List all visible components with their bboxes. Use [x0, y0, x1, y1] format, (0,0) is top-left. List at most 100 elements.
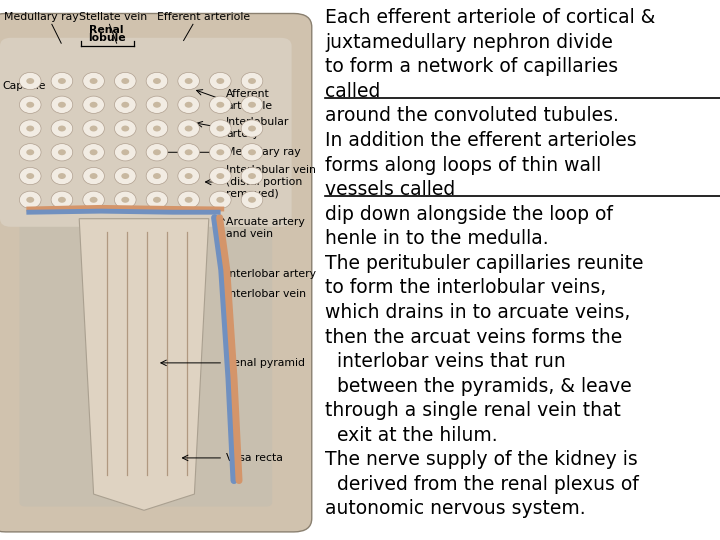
Text: to form the interlobular veins,: to form the interlobular veins,	[325, 279, 607, 298]
Text: autonomic nervous system.: autonomic nervous system.	[325, 500, 586, 518]
Ellipse shape	[241, 144, 263, 161]
Text: vessels called: vessels called	[325, 180, 462, 199]
Ellipse shape	[83, 72, 104, 90]
Ellipse shape	[51, 96, 73, 113]
Text: Renal pyramid: Renal pyramid	[226, 358, 305, 368]
Ellipse shape	[178, 96, 199, 113]
Ellipse shape	[27, 173, 35, 179]
Text: Interlobar vein: Interlobar vein	[226, 289, 306, 299]
Ellipse shape	[178, 72, 199, 90]
Ellipse shape	[58, 173, 66, 179]
FancyBboxPatch shape	[0, 14, 312, 532]
FancyBboxPatch shape	[0, 38, 292, 227]
Ellipse shape	[19, 72, 41, 90]
Ellipse shape	[122, 197, 130, 203]
Text: Renal: Renal	[89, 24, 124, 35]
Ellipse shape	[58, 125, 66, 131]
Ellipse shape	[210, 72, 231, 90]
Ellipse shape	[248, 102, 256, 108]
Text: dip down alongside the loop of: dip down alongside the loop of	[325, 205, 613, 224]
Text: The peritubuler capillaries reunite: The peritubuler capillaries reunite	[325, 254, 644, 273]
Text: to form a network of capillaries: to form a network of capillaries	[325, 57, 618, 76]
Ellipse shape	[153, 197, 161, 203]
Ellipse shape	[27, 149, 35, 156]
Ellipse shape	[27, 102, 35, 108]
Text: then the arcuat veins forms the: then the arcuat veins forms the	[325, 327, 623, 347]
Ellipse shape	[51, 167, 73, 185]
Ellipse shape	[83, 96, 104, 113]
Ellipse shape	[146, 144, 168, 161]
Ellipse shape	[90, 149, 98, 156]
Ellipse shape	[27, 125, 35, 131]
FancyBboxPatch shape	[19, 214, 272, 507]
Ellipse shape	[184, 78, 192, 84]
Ellipse shape	[216, 102, 225, 108]
Ellipse shape	[146, 96, 168, 113]
Ellipse shape	[184, 173, 192, 179]
Ellipse shape	[122, 125, 130, 131]
Ellipse shape	[184, 125, 192, 131]
Ellipse shape	[114, 96, 136, 113]
Ellipse shape	[27, 197, 35, 203]
Text: Afferent
arteriole: Afferent arteriole	[226, 89, 272, 111]
Ellipse shape	[248, 78, 256, 84]
Ellipse shape	[153, 102, 161, 108]
Ellipse shape	[51, 191, 73, 208]
Text: The nerve supply of the kidney is: The nerve supply of the kidney is	[325, 450, 638, 469]
Text: between the pyramids, & leave: between the pyramids, & leave	[325, 377, 632, 396]
Ellipse shape	[146, 167, 168, 185]
Ellipse shape	[184, 149, 192, 156]
Ellipse shape	[122, 173, 130, 179]
Ellipse shape	[153, 149, 161, 156]
Ellipse shape	[122, 78, 130, 84]
Ellipse shape	[178, 191, 199, 208]
Text: Medullary ray: Medullary ray	[226, 147, 301, 157]
Ellipse shape	[248, 125, 256, 131]
Ellipse shape	[114, 144, 136, 161]
Ellipse shape	[114, 191, 136, 208]
Ellipse shape	[51, 144, 73, 161]
Ellipse shape	[210, 167, 231, 185]
Ellipse shape	[90, 173, 98, 179]
Text: around the convoluted tubules.: around the convoluted tubules.	[325, 106, 619, 125]
Ellipse shape	[216, 197, 225, 203]
Ellipse shape	[248, 197, 256, 203]
Polygon shape	[79, 219, 209, 510]
Text: In addition the efferent arterioles: In addition the efferent arterioles	[325, 131, 637, 150]
Ellipse shape	[241, 96, 263, 113]
Ellipse shape	[83, 167, 104, 185]
Text: through a single renal vein that: through a single renal vein that	[325, 401, 621, 420]
Ellipse shape	[146, 191, 168, 208]
Ellipse shape	[241, 72, 263, 90]
Ellipse shape	[178, 120, 199, 137]
Ellipse shape	[19, 96, 41, 113]
Ellipse shape	[178, 144, 199, 161]
Ellipse shape	[83, 144, 104, 161]
Text: forms along loops of thin wall: forms along loops of thin wall	[325, 156, 602, 174]
Ellipse shape	[241, 120, 263, 137]
Text: Medullary ray: Medullary ray	[4, 11, 79, 22]
Ellipse shape	[51, 120, 73, 137]
Text: Each efferent arteriole of cortical &: Each efferent arteriole of cortical &	[325, 8, 656, 27]
Text: Interlobular vein
(distal portion
removed): Interlobular vein (distal portion remove…	[226, 165, 316, 199]
Ellipse shape	[184, 102, 192, 108]
Ellipse shape	[146, 120, 168, 137]
Ellipse shape	[19, 191, 41, 208]
Ellipse shape	[216, 149, 225, 156]
Ellipse shape	[210, 144, 231, 161]
Ellipse shape	[83, 191, 104, 208]
Ellipse shape	[90, 125, 98, 131]
Text: Arcuate artery
and vein: Arcuate artery and vein	[226, 217, 305, 239]
Text: Capsule: Capsule	[2, 82, 45, 91]
Ellipse shape	[90, 102, 98, 108]
Ellipse shape	[216, 173, 225, 179]
Ellipse shape	[58, 78, 66, 84]
Ellipse shape	[122, 102, 130, 108]
Ellipse shape	[153, 125, 161, 131]
Ellipse shape	[114, 120, 136, 137]
Text: exit at the hilum.: exit at the hilum.	[325, 426, 498, 445]
Ellipse shape	[114, 72, 136, 90]
Text: juxtamedullary nephron divide: juxtamedullary nephron divide	[325, 32, 613, 52]
Ellipse shape	[210, 191, 231, 208]
Ellipse shape	[248, 149, 256, 156]
